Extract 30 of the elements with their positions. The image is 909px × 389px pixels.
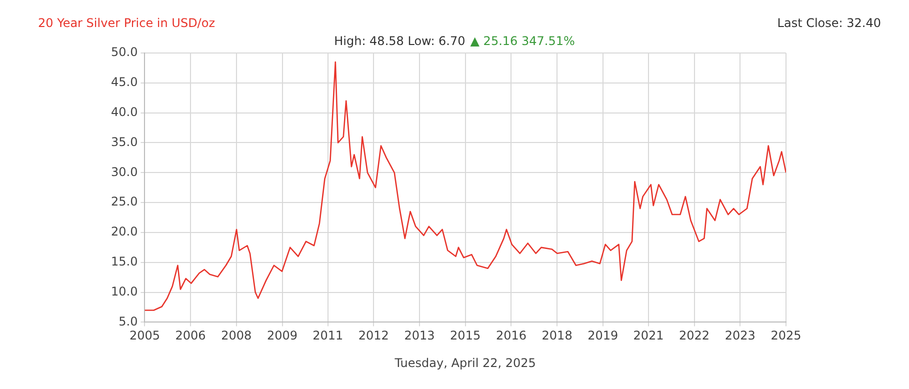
y-tick-label: 25.0 xyxy=(111,194,138,209)
x-tick-label: 2005 xyxy=(129,328,160,343)
y-tick-label: 15.0 xyxy=(111,254,138,269)
x-tick-label: 2025 xyxy=(770,328,802,343)
y-tick-label: 40.0 xyxy=(111,104,138,119)
text: Last Close: 32.40 xyxy=(777,16,881,30)
x-tick-label: 2008 xyxy=(221,328,252,343)
chart-title: 20 Year Silver Price in USD/oz xyxy=(38,16,215,30)
y-tick-label: 30.0 xyxy=(111,164,138,179)
y-tick-label: 35.0 xyxy=(111,134,138,149)
y-tick-label: 50.0 xyxy=(111,45,138,60)
x-tick-label: 2022 xyxy=(678,328,710,343)
x-tick-label: 2006 xyxy=(175,328,206,343)
y-tick-label: 45.0 xyxy=(111,75,138,90)
x-axis-title: Tuesday, April 22, 2025 xyxy=(394,356,536,370)
x-tick-label: 2018 xyxy=(542,328,572,343)
chart-subtitle: High: 48.58 Low: 6.70 xyxy=(334,34,466,48)
x-tick-label: 2013 xyxy=(404,328,435,343)
x-tick-label: 2015 xyxy=(450,328,481,343)
y-tick-label: 10.0 xyxy=(111,284,138,298)
text: ▲ 25.16 347.51% xyxy=(470,34,575,48)
x-tick-label: 2011 xyxy=(312,328,344,343)
x-tick-label: 2009 xyxy=(267,328,298,343)
x-tick-label: 2019 xyxy=(588,328,618,343)
x-tick-label: 2023 xyxy=(724,328,756,343)
x-tick-label: 2012 xyxy=(358,328,389,343)
x-tick-label: 2016 xyxy=(496,328,526,343)
y-tick-label: 20.0 xyxy=(111,224,138,239)
x-tick-label: 2021 xyxy=(633,328,664,343)
y-tick-label: 5.0 xyxy=(118,314,138,328)
